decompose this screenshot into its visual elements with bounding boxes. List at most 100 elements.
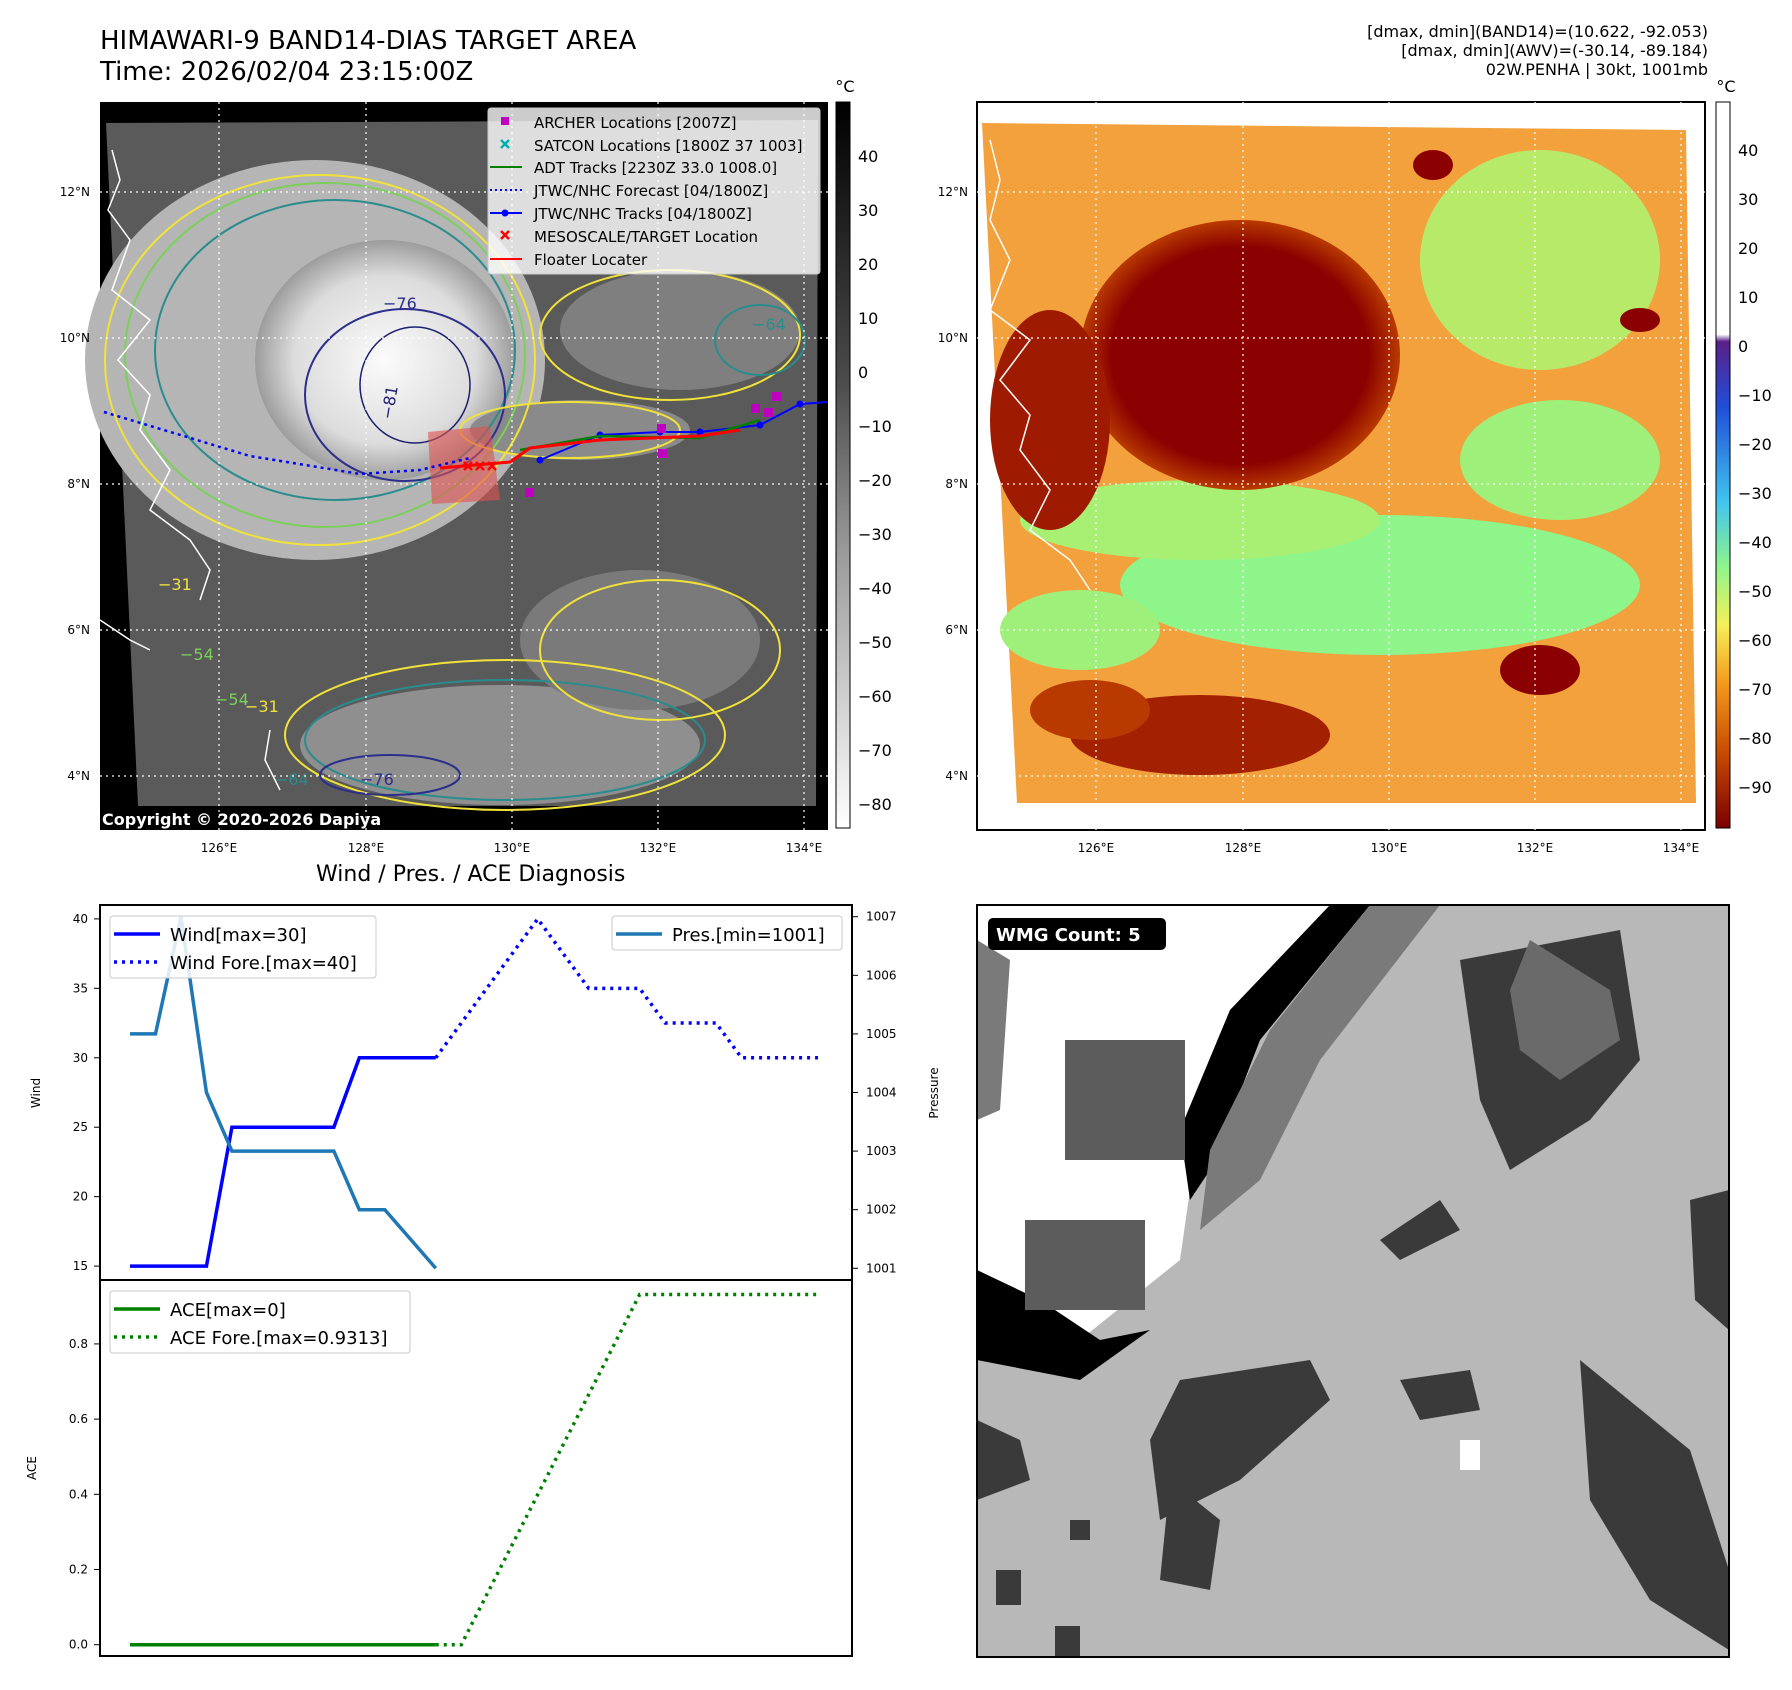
cloud-core bbox=[255, 240, 515, 480]
contour-south-neg64 bbox=[304, 679, 706, 801]
colorbar-tick: −70 bbox=[858, 741, 892, 760]
colorbar-tick: −70 bbox=[1738, 680, 1772, 699]
map-legend: ARCHER Locations [2007Z] SATCON Location… bbox=[487, 107, 821, 275]
wmg-background bbox=[977, 905, 1729, 1657]
ace-axes-frame bbox=[99, 1279, 853, 1657]
legend-wind: Wind[max=30] bbox=[170, 925, 307, 946]
colorbar-tick: 0 bbox=[858, 363, 868, 382]
ace-tick-label: 0.0 bbox=[69, 1638, 88, 1652]
ace-tick-label: 0.6 bbox=[69, 1412, 88, 1426]
legend-jtwc-forecast: JTWC/NHC Forecast [04/1800Z] bbox=[533, 182, 768, 200]
wmg-mid-ne bbox=[1510, 940, 1620, 1080]
contour-neg81 bbox=[359, 326, 471, 444]
ir-colorbar bbox=[835, 101, 851, 829]
lat-label: 6°N bbox=[945, 623, 968, 637]
wmg-dark-patch bbox=[1380, 1200, 1460, 1260]
colorbar-tick: −60 bbox=[858, 687, 892, 706]
lon-label: 134°E bbox=[1663, 841, 1700, 855]
wmg-dark-south bbox=[1150, 1360, 1330, 1520]
wmg-panel: WMG Count: 5 bbox=[976, 904, 1730, 1658]
contour-label: −31 bbox=[158, 575, 192, 594]
wmg-dark-east bbox=[1690, 1190, 1729, 1330]
lon-label: 134°E bbox=[786, 841, 823, 855]
awv-moist-ne bbox=[1620, 308, 1660, 332]
pressure-tick-label: 1005 bbox=[866, 1027, 897, 1041]
ace-axis-label: ACE bbox=[25, 1456, 39, 1480]
lat-label: 10°N bbox=[938, 331, 968, 345]
lat-label: 6°N bbox=[67, 623, 90, 637]
awv-moist-se bbox=[1500, 645, 1580, 695]
awv-dry-band-west bbox=[1020, 480, 1380, 560]
title-line-1: HIMAWARI-9 BAND14-DIAS TARGET AREA bbox=[100, 26, 637, 56]
colorbar-tick: −40 bbox=[858, 579, 892, 598]
colorbar-tick: −20 bbox=[1738, 435, 1772, 454]
colorbar-tick: −80 bbox=[858, 795, 892, 814]
lon-label: 132°E bbox=[640, 841, 677, 855]
colorbar-tick: −20 bbox=[858, 471, 892, 490]
wmg-dark-block-2 bbox=[1025, 1220, 1145, 1310]
colorbar-tick: −90 bbox=[1738, 778, 1772, 797]
colorbar-tick: 40 bbox=[858, 147, 878, 166]
wind-tick-label: 35 bbox=[73, 981, 88, 995]
wmg-dark-patch-2 bbox=[1400, 1370, 1480, 1420]
pressure-tick-label: 1002 bbox=[866, 1203, 897, 1217]
contour-label: −76 bbox=[360, 770, 394, 789]
colorbar-tick: −40 bbox=[1738, 533, 1772, 552]
wmg-black-sw bbox=[977, 1270, 1150, 1380]
contour-label: −54 bbox=[215, 690, 249, 709]
wmg-black-band bbox=[1180, 905, 1370, 1200]
wind-yticks: 15 20 25 30 35 40 bbox=[73, 912, 100, 1273]
contour-south-neg31 bbox=[284, 659, 726, 811]
awv-lat-labels: 12°N 10°N 8°N 6°N 4°N bbox=[938, 185, 968, 783]
wmg-dark-ne bbox=[1460, 930, 1640, 1170]
info-band14: [dmax, dmin](BAND14)=(10.622, -92.053) bbox=[1367, 22, 1708, 41]
contour-label: −31 bbox=[245, 697, 279, 716]
wmg-dark-block bbox=[1065, 1040, 1185, 1160]
awv-dry-east bbox=[1460, 400, 1660, 520]
lon-label: 126°E bbox=[1078, 841, 1115, 855]
lon-label: 128°E bbox=[348, 841, 385, 855]
wmg-dark-pixel-2 bbox=[996, 1570, 1021, 1605]
wmg-dark-pixel bbox=[1070, 1520, 1090, 1540]
awv-coastline bbox=[989, 139, 1091, 591]
awv-gridlines bbox=[977, 102, 1705, 830]
coastline bbox=[264, 729, 281, 791]
legend-adt: ADT Tracks [2230Z 33.0 1008.0] bbox=[534, 159, 777, 177]
diagnosis-title: Wind / Pres. / ACE Diagnosis bbox=[316, 862, 626, 887]
wmg-white-pixel bbox=[1460, 1440, 1480, 1470]
stats-info: [dmax, dmin](BAND14)=(10.622, -92.053) [… bbox=[1367, 22, 1708, 79]
wmg-dark-west bbox=[977, 1420, 1030, 1500]
floater-locater-track bbox=[439, 428, 741, 470]
info-storm: 02W.PENHA | 30kt, 1001mb bbox=[1485, 60, 1708, 79]
wmg-count-label: WMG Count: 5 bbox=[996, 925, 1141, 946]
ace-legend: ACE[max=0] ACE Fore.[max=0.9313] bbox=[109, 1290, 411, 1354]
ir-colorbar-ticks: 40 30 20 10 0 −10 −20 −30 −40 −50 −60 −7… bbox=[858, 147, 892, 814]
awv-colorbar-unit: °C bbox=[1716, 77, 1735, 96]
lat-label: 4°N bbox=[67, 769, 90, 783]
coastline bbox=[107, 149, 211, 601]
series-line-0 bbox=[130, 1056, 436, 1268]
ace-tick-label: 0.2 bbox=[69, 1563, 88, 1577]
wind-series-group bbox=[130, 915, 818, 1270]
wind-tick-label: 25 bbox=[73, 1120, 88, 1134]
colorbar-tick: −50 bbox=[1738, 582, 1772, 601]
legend-ace: ACE[max=0] bbox=[170, 1300, 286, 1321]
pressure-legend: Pres.[min=1001] bbox=[611, 915, 843, 951]
contour-neg64 bbox=[154, 199, 516, 501]
pressure-tick-label: 1004 bbox=[866, 1086, 897, 1100]
title-line-2: Time: 2026/02/04 23:15:00Z bbox=[100, 57, 474, 87]
ace-series-group bbox=[130, 1292, 818, 1647]
contour-neg54 bbox=[124, 182, 526, 528]
ir-colorbar-unit: °C bbox=[835, 77, 854, 96]
contour-label: −54 bbox=[180, 645, 214, 664]
pressure-tick-label: 1003 bbox=[866, 1144, 897, 1158]
pressure-yticks: 1001 1002 1003 1004 1005 1006 1007 bbox=[852, 910, 897, 1275]
wmg-dark-pixel-3 bbox=[1055, 1626, 1080, 1656]
contour-label: −64 bbox=[752, 315, 786, 334]
colorbar-tick: −30 bbox=[1738, 484, 1772, 503]
legend-pressure: Pres.[min=1001] bbox=[672, 925, 825, 946]
colorbar-tick: 20 bbox=[1738, 239, 1758, 258]
lat-label: 8°N bbox=[945, 477, 968, 491]
wind-axes-frame bbox=[99, 904, 853, 1281]
coastline bbox=[99, 619, 151, 651]
